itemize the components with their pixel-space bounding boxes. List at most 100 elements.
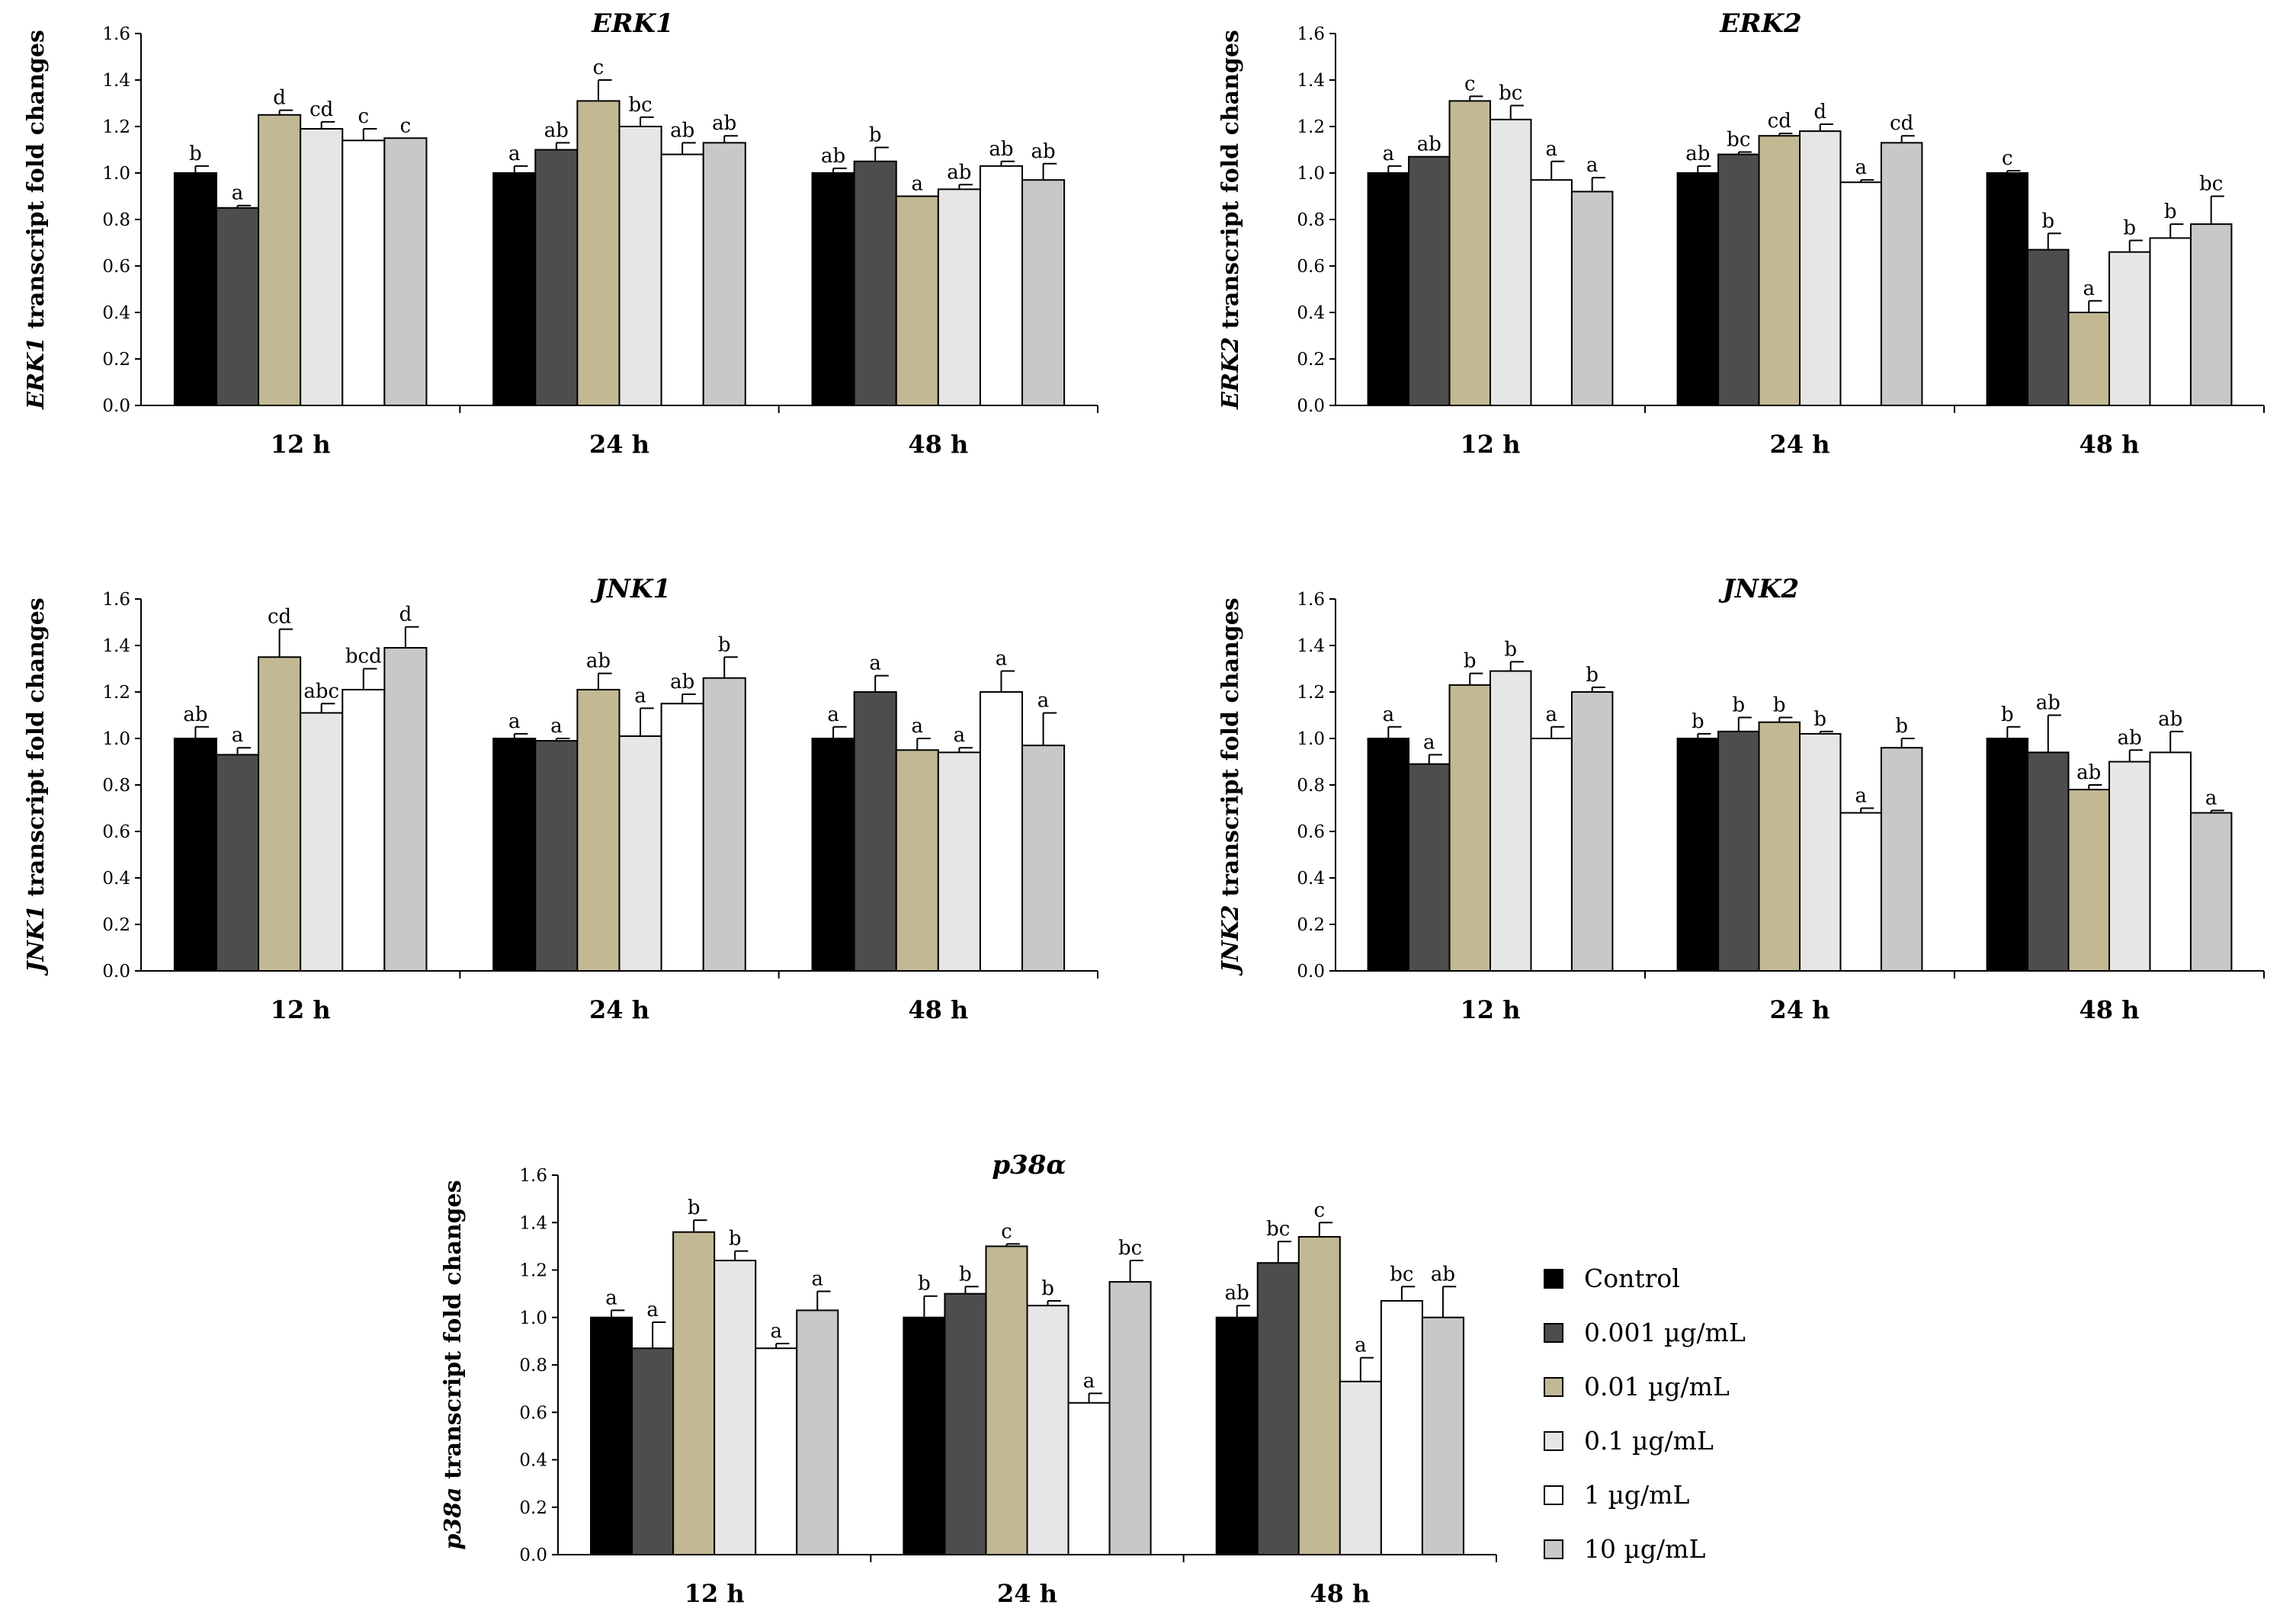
bar <box>1676 738 1720 972</box>
bar <box>672 1231 716 1555</box>
significance-letter: a <box>1586 154 1599 177</box>
bar <box>660 703 704 972</box>
significance-letter: cd <box>309 98 333 121</box>
chart-title: p38α <box>992 1150 1066 1180</box>
bar <box>853 691 897 972</box>
significance-letter: ab <box>821 145 845 168</box>
significance-letter: a <box>1383 703 1395 726</box>
y-axis-label: ERK1 transcript fold changes <box>23 30 50 410</box>
significance-letter: ab <box>1685 143 1710 165</box>
bar <box>1570 691 1614 972</box>
bar <box>702 677 746 972</box>
bar <box>492 738 537 972</box>
legend-label: 0.1 µg/mL <box>1584 1426 1714 1456</box>
significance-letter: a <box>550 715 563 738</box>
bar <box>1367 738 1410 972</box>
bar <box>534 740 579 972</box>
bar <box>1799 732 1842 972</box>
y-tick-label: 0.4 <box>102 303 130 323</box>
bar <box>937 751 981 972</box>
significance-letter: bcd <box>345 645 382 668</box>
bar <box>1448 684 1491 972</box>
significance-letter: a <box>508 143 521 165</box>
y-tick-label: 0.6 <box>519 1403 547 1423</box>
bar <box>895 195 939 406</box>
bar <box>903 1316 946 1555</box>
significance-letter: b <box>1464 650 1477 673</box>
y-tick-label: 0.4 <box>1297 303 1325 323</box>
x-category-label: 24 h <box>997 1579 1057 1608</box>
legend-swatch <box>1544 1431 1563 1451</box>
bar <box>300 712 344 972</box>
x-category-label: 12 h <box>685 1579 745 1608</box>
significance-letter: b <box>1041 1277 1054 1300</box>
x-category-label: 12 h <box>271 430 331 459</box>
y-tick-label: 0.8 <box>1297 210 1325 230</box>
significance-letter: b <box>1773 694 1786 717</box>
y-tick-label: 1.4 <box>102 71 130 91</box>
y-axis-label-text: transcript fold changes <box>1217 30 1244 337</box>
y-tick-label: 0.8 <box>1297 776 1325 796</box>
significance-letter: c <box>1464 72 1476 95</box>
significance-letter: ab <box>544 119 569 142</box>
bar <box>1108 1281 1152 1555</box>
bar <box>1799 130 1842 406</box>
x-category-label: 12 h <box>1461 995 1521 1024</box>
bar <box>979 691 1024 972</box>
x-category-label: 48 h <box>1310 1579 1370 1608</box>
significance-letter: bc <box>1727 129 1750 152</box>
y-tick-label: 1.2 <box>519 1261 547 1281</box>
bar <box>1530 738 1573 972</box>
significance-letter: a <box>912 715 924 738</box>
bar <box>215 207 260 406</box>
significance-letter: a <box>912 173 924 196</box>
significance-letter: ab <box>1431 1263 1455 1286</box>
bar <box>534 149 579 406</box>
significance-letter: bc <box>2199 173 2223 196</box>
legend-swatch <box>1544 1269 1563 1289</box>
significance-letter: bc <box>1266 1218 1290 1241</box>
y-tick-label: 1.0 <box>102 729 130 749</box>
x-category-label: 48 h <box>2080 995 2140 1024</box>
bar <box>576 688 621 972</box>
y-tick-label: 0.0 <box>102 396 130 416</box>
y-tick-label: 1.4 <box>1297 636 1325 656</box>
bar <box>2108 251 2151 407</box>
bar <box>300 128 344 407</box>
significance-letter: b <box>718 633 731 656</box>
bar <box>1021 745 1066 972</box>
y-tick-label: 1.6 <box>102 24 130 44</box>
significance-letter: b <box>1895 715 1908 738</box>
significance-letter: a <box>954 724 966 747</box>
significance-letter: a <box>996 648 1008 671</box>
bar <box>1421 1316 1464 1555</box>
bar <box>714 1260 757 1556</box>
significance-letter: b <box>918 1273 931 1296</box>
bar <box>258 114 302 406</box>
x-category-label: 24 h <box>589 995 649 1024</box>
significance-letter: d <box>399 604 412 626</box>
significance-letter: d <box>273 87 286 110</box>
y-tick-label: 1.0 <box>1297 164 1325 184</box>
bar <box>660 153 704 406</box>
bar <box>1758 721 1801 972</box>
y-axis-label-text: transcript fold changes <box>23 30 50 337</box>
bar <box>2149 751 2192 972</box>
significance-letter: a <box>1423 731 1435 754</box>
significance-letter: b <box>869 123 882 146</box>
y-tick-label: 1.0 <box>102 164 130 184</box>
y-tick-label: 1.2 <box>102 683 130 703</box>
y-tick-label: 0.8 <box>102 210 130 230</box>
significance-letter: d <box>1813 101 1826 123</box>
bar <box>1676 172 1720 406</box>
bar <box>702 142 746 406</box>
y-tick-label: 1.6 <box>1297 590 1325 610</box>
significance-letter: a <box>1855 156 1867 179</box>
bar <box>383 137 428 406</box>
bar <box>215 754 260 972</box>
chart-title: JNK1 <box>590 574 671 604</box>
